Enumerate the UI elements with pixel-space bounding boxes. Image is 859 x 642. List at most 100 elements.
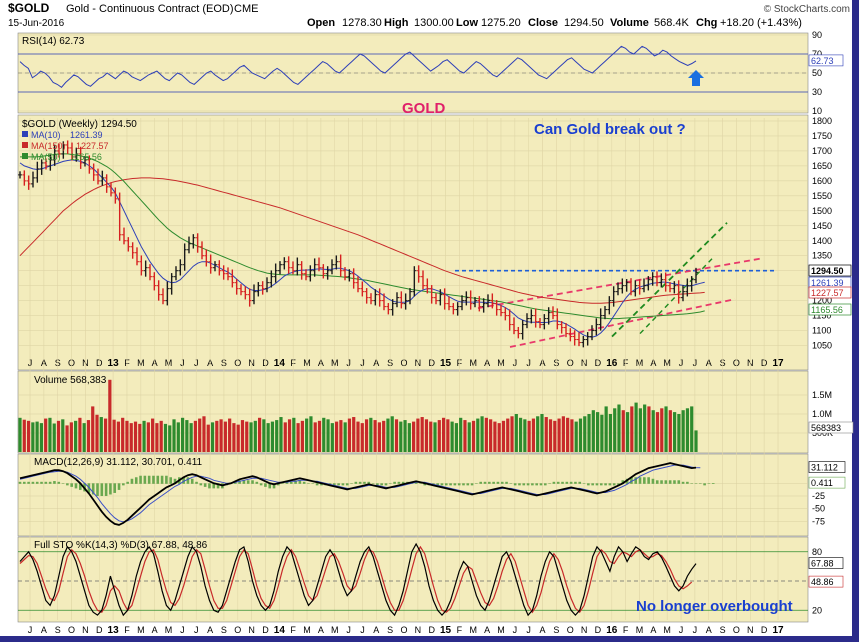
macd-histogram-bar: [599, 483, 603, 486]
price-bar: [624, 279, 629, 292]
volume-bar: [433, 422, 437, 452]
price-bar: [286, 256, 291, 274]
bottom-x-label: D: [262, 625, 269, 635]
macd-histogram-bar: [401, 481, 405, 484]
price-bar: [78, 146, 83, 169]
price-bar: [256, 282, 261, 297]
price-x-label: F: [457, 358, 463, 368]
macd-histogram-bar: [74, 483, 78, 489]
bottom-x-label: M: [663, 625, 671, 635]
volume-bar: [146, 422, 150, 452]
volume-bar: [116, 421, 121, 452]
low-value: 1275.20: [481, 17, 521, 29]
bottom-x-label: D: [761, 625, 768, 635]
annotation-no-longer-overbought: No longer overbought: [636, 598, 793, 615]
price-bar: [408, 288, 412, 305]
price-bar: [338, 254, 343, 277]
volume-bar: [86, 420, 91, 452]
volume-bar: [604, 406, 608, 452]
macd-histogram-bar: [371, 483, 375, 484]
price-x-label: 16: [606, 358, 618, 369]
ma50-legend-name: MA(50): [31, 152, 61, 162]
price-x-label: F: [124, 358, 130, 368]
price-bar: [152, 272, 157, 291]
volume-bar: [249, 422, 253, 452]
price-bar: [425, 278, 430, 294]
price-bar: [239, 284, 243, 296]
macd-histogram-bar: [453, 483, 457, 486]
macd-histogram-bar: [363, 481, 366, 484]
price-x-label: 14: [274, 358, 286, 369]
price-bar: [52, 144, 57, 166]
price-tag-text: 1165.56: [811, 305, 843, 315]
macd-histogram-bar: [264, 483, 267, 487]
volume-bar: [253, 420, 257, 452]
exchange: CME: [234, 3, 258, 15]
price-bar: [213, 261, 217, 272]
price-bar: [169, 273, 174, 295]
price-bar: [161, 288, 165, 305]
volume-bar: [694, 430, 698, 452]
bottom-x-label: J: [526, 625, 531, 635]
price-panel: [17, 114, 809, 371]
instrument-name: Gold - Continuous Contract (EOD): [66, 3, 234, 15]
open-value: 1278.30: [342, 17, 382, 29]
price-title: $GOLD (Weekly) 1294.50: [22, 119, 137, 130]
volume-bar: [31, 422, 35, 452]
volume-bar: [484, 417, 488, 452]
macd-histogram-bar: [513, 483, 517, 486]
price-tag: [808, 264, 852, 277]
price-bar: [585, 332, 590, 346]
price-tick-label: 1200: [812, 296, 832, 306]
price-bar: [282, 257, 287, 270]
price-bar: [234, 279, 239, 295]
macd-histogram-bar: [535, 483, 538, 486]
volume-bar: [168, 425, 172, 452]
macd-histogram-bar: [651, 478, 655, 484]
macd-histogram-bar: [604, 483, 607, 486]
sto-value-tag: [808, 575, 844, 588]
macd-histogram-bar: [462, 483, 465, 486]
price-bar: [503, 307, 508, 321]
macd-histogram-bar: [621, 480, 625, 484]
macd-histogram-bar: [660, 480, 663, 484]
price-bar: [429, 285, 434, 304]
volume-bar: [377, 422, 381, 452]
macd-histogram-bar: [630, 477, 633, 484]
macd-histogram-bar: [444, 483, 448, 486]
macd-histogram-bar: [475, 483, 478, 484]
price-x-label: 15: [440, 358, 452, 369]
volume-bar: [685, 408, 690, 452]
price-bar: [629, 278, 633, 296]
price-bar: [187, 236, 191, 254]
price-tick-label: 1400: [812, 236, 832, 246]
macd-histogram-bar: [259, 483, 263, 486]
bottom-x-label: O: [733, 625, 740, 635]
macd-histogram-bar: [612, 483, 616, 486]
macd-panel: [17, 453, 809, 537]
macd-histogram-bar: [130, 478, 134, 484]
macd-signal-line: [19, 464, 701, 523]
price-bar: [447, 296, 451, 311]
volume-bar: [99, 417, 103, 452]
rsi-tick-label: 70: [812, 49, 822, 59]
price-x-label: D: [96, 358, 103, 368]
macd-histogram-bar: [134, 477, 138, 484]
macd-histogram-bar: [333, 483, 336, 486]
price-tick-label: 1800: [812, 116, 832, 126]
volume-bar: [463, 420, 467, 452]
macd-histogram-bar: [66, 483, 69, 486]
macd-histogram-bar: [423, 483, 427, 486]
volume-bar: [630, 406, 634, 452]
macd-histogram-bar: [539, 483, 543, 486]
bottom-x-label: N: [581, 625, 588, 635]
bottom-x-label: J: [28, 625, 33, 635]
macd-histogram-bar: [190, 478, 194, 484]
volume-bar: [480, 416, 484, 452]
macd-histogram-bar: [44, 481, 48, 484]
price-bar: [477, 296, 482, 312]
volume-bar: [121, 417, 125, 452]
price-bar: [546, 307, 551, 325]
volume-bar: [690, 406, 694, 452]
macd-histogram-bar: [315, 483, 319, 486]
